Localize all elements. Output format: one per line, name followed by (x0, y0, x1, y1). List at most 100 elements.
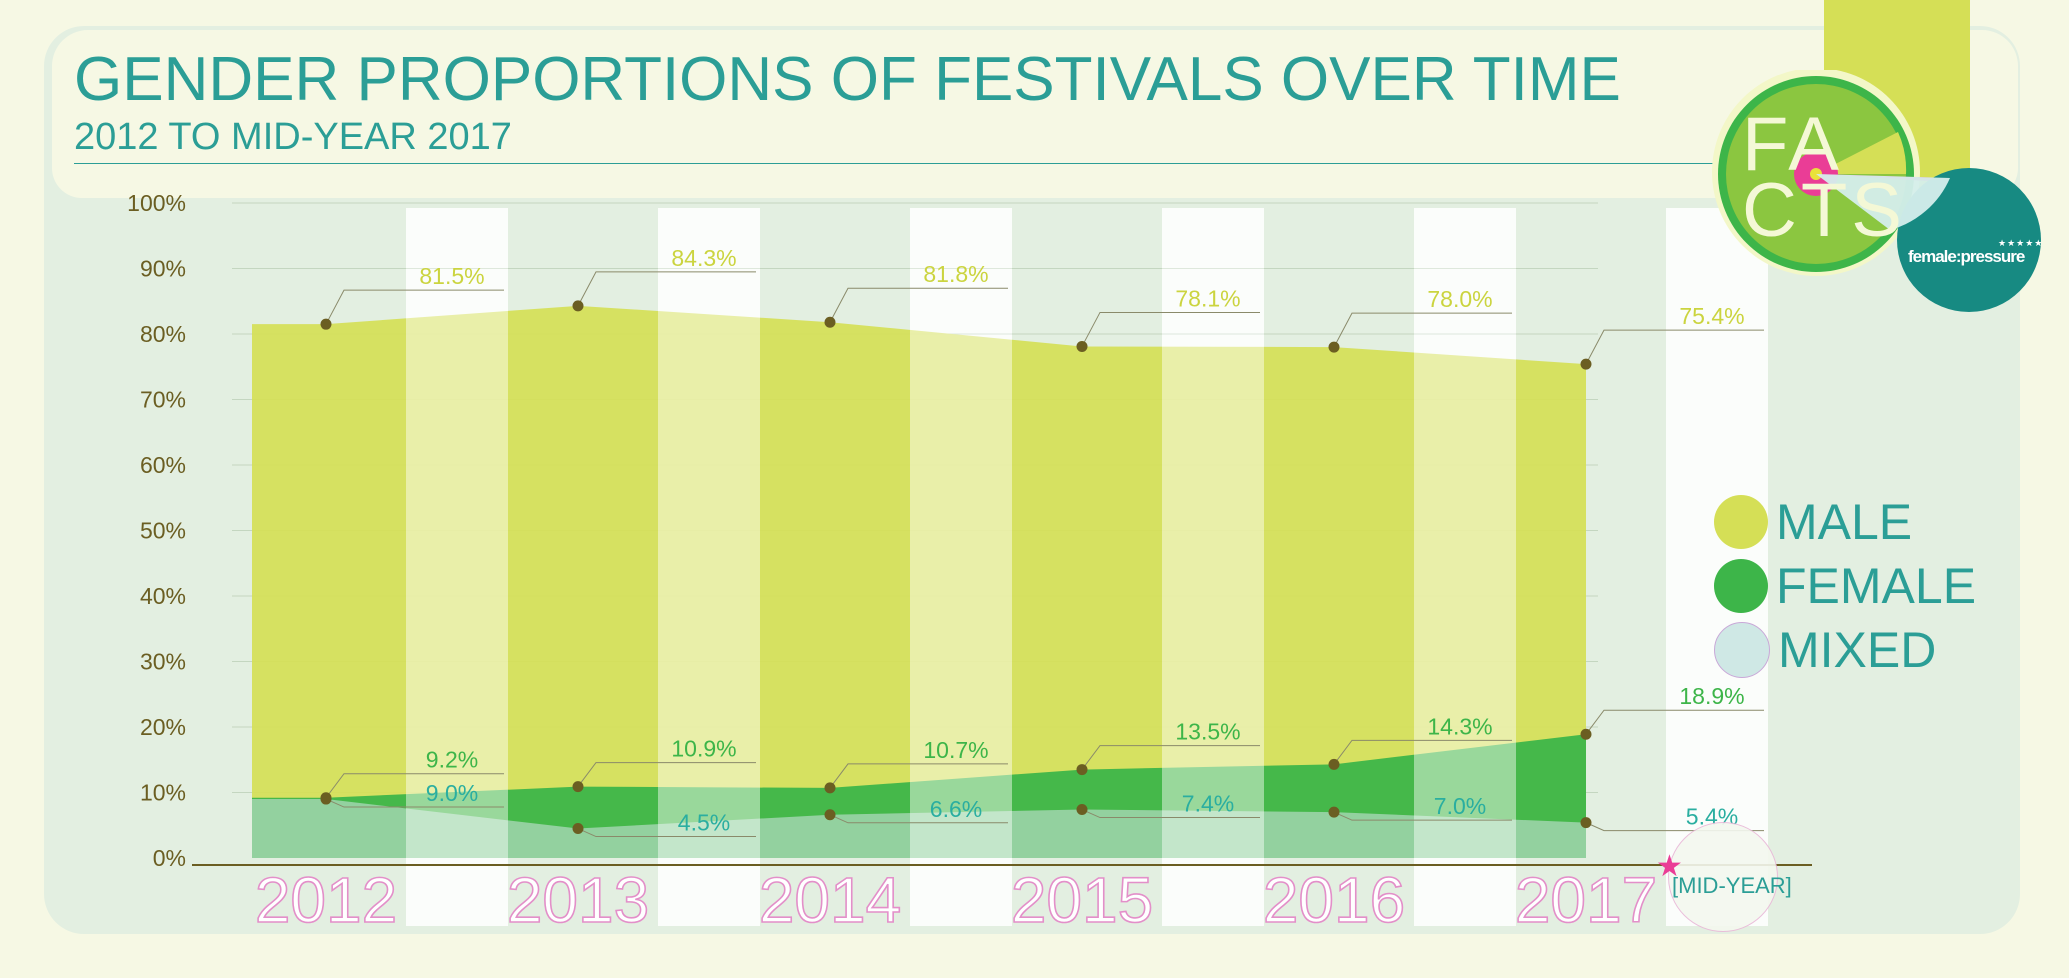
x-tick-label: 2013 (507, 864, 649, 936)
data-point (572, 781, 584, 793)
data-label: 75.4% (1679, 303, 1744, 329)
data-label: 6.6% (930, 796, 982, 822)
callout-line (1081, 745, 1260, 770)
legend-item-male: MALE (1714, 490, 1976, 554)
series-area-male (252, 305, 1586, 859)
legend-label-mixed: MIXED (1778, 622, 1937, 678)
data-label: 78.0% (1427, 286, 1492, 312)
data-point (1076, 804, 1088, 816)
chart-subtitle: 2012 TO MID-YEAR 2017 (74, 116, 512, 158)
data-label: 14.3% (1427, 713, 1492, 739)
brand-logo: female:pressure (1908, 247, 2025, 266)
data-point (1076, 340, 1088, 352)
callout-line (325, 289, 504, 325)
data-label: 18.9% (1679, 683, 1744, 709)
legend-swatch-male (1714, 495, 1768, 549)
data-point (1580, 358, 1592, 370)
series-area-mixed (252, 799, 1586, 858)
y-tick-label: 90% (140, 256, 186, 282)
x-tick-label: 2016 (1263, 864, 1405, 936)
data-label: 78.1% (1175, 285, 1240, 311)
y-tick-label: 100% (127, 190, 186, 216)
legend-label-female: FEMALE (1776, 558, 1977, 614)
data-label: 13.5% (1175, 719, 1240, 745)
column-band-overlay (910, 208, 1012, 926)
y-tick-label: 0% (153, 845, 186, 871)
x-tick-label: 2012 (255, 864, 397, 936)
facts-line-1: FA (1742, 102, 1843, 187)
data-label: 9.0% (426, 780, 478, 806)
callout-line (325, 798, 504, 808)
data-point (1328, 806, 1340, 818)
callout-line (577, 762, 756, 787)
x-tick-label: 2014 (759, 864, 901, 936)
callout-line (577, 271, 756, 307)
column-band-overlay (658, 208, 760, 926)
chart-title: GENDER PROPORTIONS OF FESTIVALS OVER TIM… (74, 45, 1621, 114)
data-point (1328, 341, 1340, 353)
legend-swatch-female (1714, 559, 1768, 613)
axes: 0% 10% 20% 30% 40% 50% 60% 70% 80% 90% 100% 2012 201… (127, 190, 1812, 937)
y-tick-label: 40% (140, 583, 186, 609)
y-tick-label: 70% (140, 387, 186, 413)
legend-swatch-mixed (1714, 622, 1770, 678)
legend-label-male: MALE (1776, 494, 1913, 550)
y-tick-label: 60% (140, 452, 186, 478)
data-marks: 81.5% 84.3% 81.8% 78.1% 78.0% 75.4% 9.2% 10.9% 1… (320, 245, 1764, 838)
data-point (1580, 817, 1592, 829)
legend: MALE FEMALE MIXED (1714, 490, 1976, 682)
column-band-overlay (1414, 208, 1516, 926)
callout-line (1081, 809, 1260, 819)
callout-line (577, 828, 756, 838)
callout-line (1585, 329, 1764, 365)
y-tick-label: 30% (140, 649, 186, 675)
callout-line (829, 763, 1008, 789)
data-point (320, 793, 332, 805)
callout-line (1333, 811, 1512, 821)
callout-line (1585, 709, 1764, 735)
legend-item-mixed: MIXED (1714, 618, 1976, 682)
x-tick-label: 2017 (1515, 864, 1657, 936)
data-point (1328, 758, 1340, 770)
callout-line (1081, 311, 1260, 347)
callout-line (829, 814, 1008, 824)
y-tick-label: 80% (140, 321, 186, 347)
x-tick-label: 2015 (1011, 864, 1153, 936)
data-label: 7.4% (1182, 791, 1234, 817)
data-point (572, 300, 584, 312)
y-tick-label: 50% (140, 518, 186, 544)
brand-stars: ★★★★★ (1998, 238, 2044, 248)
data-point (824, 782, 836, 794)
data-label: 9.2% (426, 747, 478, 773)
data-point (572, 823, 584, 835)
y-tick-label: 10% (140, 780, 186, 806)
callout-line (325, 773, 504, 799)
facts-heading: FA CTS (1742, 107, 1906, 249)
data-label: 10.9% (671, 736, 736, 762)
midyear-marker (1668, 822, 1778, 932)
callout-line (1333, 312, 1512, 348)
midyear-label: [MID-YEAR] (1672, 873, 1792, 898)
data-point (320, 318, 332, 330)
callout-line (1333, 739, 1512, 765)
data-label: 10.7% (923, 737, 988, 763)
legend-item-female: FEMALE (1714, 554, 1976, 618)
column-band-overlay (1162, 208, 1264, 926)
y-tick-label: 20% (140, 714, 186, 740)
series-areas (252, 208, 1768, 926)
facts-line-2: CTS (1742, 168, 1906, 253)
title-divider (74, 163, 1714, 164)
header-band (52, 30, 2018, 198)
data-label: 81.5% (419, 263, 484, 289)
data-point (824, 316, 836, 328)
data-point (824, 809, 836, 821)
data-label: 81.8% (923, 261, 988, 287)
data-label: 4.5% (678, 810, 730, 836)
star-icon: ★ (1656, 850, 1683, 883)
data-point (1076, 764, 1088, 776)
column-band-overlay (406, 208, 508, 926)
data-label: 84.3% (671, 245, 736, 271)
data-label: 7.0% (1434, 793, 1486, 819)
callout-line (829, 287, 1008, 323)
